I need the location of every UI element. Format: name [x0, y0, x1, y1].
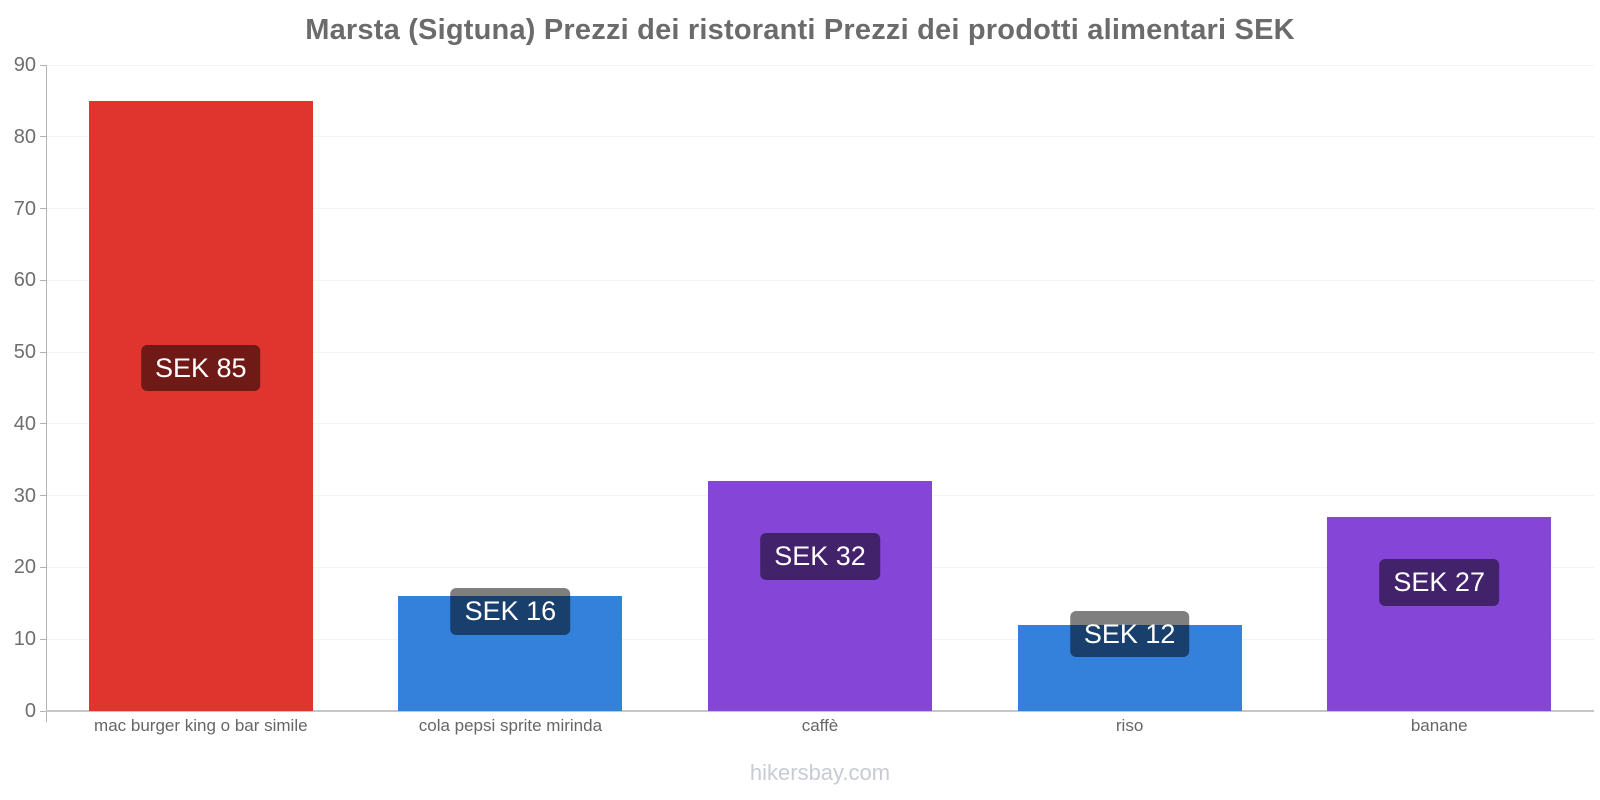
y-tick-mark	[40, 495, 47, 497]
value-label: SEK 32	[760, 533, 880, 580]
y-gridline	[46, 136, 1594, 138]
x-axis-label: caffè	[801, 716, 839, 735]
value-label: SEK 27	[1379, 559, 1499, 606]
y-tick-label: 0	[24, 700, 36, 722]
x-axis-label: mac burger king o bar simile	[94, 716, 308, 735]
y-tick-label: 10	[13, 628, 36, 651]
y-gridline	[46, 279, 1594, 281]
y-tick-label: 70	[13, 197, 36, 220]
y-tick-mark	[40, 638, 47, 640]
y-gridline	[46, 351, 1594, 353]
y-tick-mark	[40, 208, 47, 210]
y-tick-label: 30	[13, 484, 36, 507]
value-label: SEK 16	[450, 588, 571, 635]
x-axis-label: cola pepsi sprite mirinda	[418, 716, 603, 735]
x-axis-label: banane	[1410, 716, 1468, 735]
x-axis-line	[46, 710, 1594, 712]
y-tick-mark	[40, 64, 47, 66]
y-gridline	[46, 423, 1594, 425]
y-tick-label: 80	[13, 125, 36, 148]
y-tick-label: 50	[13, 341, 36, 364]
x-axis-label: riso	[1115, 716, 1144, 735]
y-tick-mark	[40, 423, 47, 425]
chart-title: Marsta (Sigtuna) Prezzi dei ristoranti P…	[305, 14, 1295, 46]
y-gridline	[46, 208, 1594, 210]
value-label: SEK 85	[141, 344, 261, 392]
y-tick-label: 90	[13, 54, 36, 76]
watermark-text: hikersbay.com	[749, 760, 891, 785]
y-tick-mark	[40, 136, 47, 138]
value-label: SEK 12	[1069, 610, 1190, 658]
y-tick-mark	[40, 566, 47, 568]
bar	[88, 100, 313, 711]
y-tick-mark	[40, 710, 47, 712]
y-tick-label: 60	[13, 269, 36, 292]
y-gridline	[46, 64, 1594, 66]
y-tick-mark	[40, 279, 47, 281]
y-tick-label: 40	[13, 412, 36, 435]
bar	[1327, 517, 1552, 711]
y-axis-line	[46, 65, 47, 722]
y-tick-label: 20	[13, 556, 36, 579]
y-tick-mark	[40, 351, 47, 353]
bar	[708, 481, 932, 711]
